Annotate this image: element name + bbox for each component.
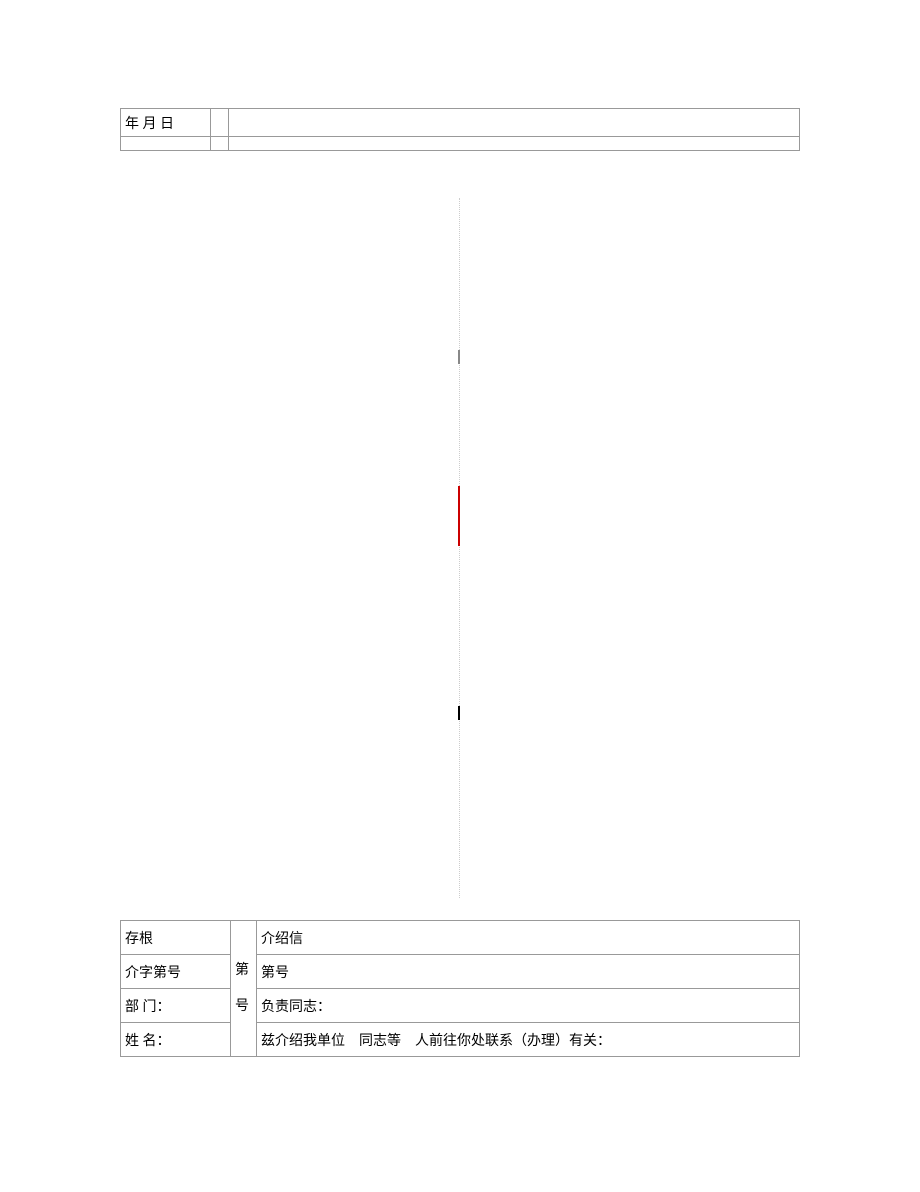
empty-cell xyxy=(121,137,211,151)
tick-mark-gray xyxy=(458,350,460,364)
table-row xyxy=(121,137,800,151)
table-row: 介字第号 第号 xyxy=(121,955,800,989)
introduction-letter-table: 存根 第 号 介绍信 介字第号 第号 部 门： 负责同志： 姓 名： 兹介绍我单… xyxy=(120,920,800,1057)
top-date-table: 年 月 日 xyxy=(120,108,800,151)
name-label: 姓 名： xyxy=(121,1023,231,1057)
responsible-label: 负责同志： xyxy=(257,989,800,1023)
content-cell xyxy=(229,137,800,151)
table-row: 存根 第 号 介绍信 xyxy=(121,921,800,955)
spacer-cell xyxy=(211,137,229,151)
table-row: 年 月 日 xyxy=(121,109,800,137)
table-row: 姓 名： 兹介绍我单位 同志等 人前往你处联系（办理）有关： xyxy=(121,1023,800,1057)
letter-title: 介绍信 xyxy=(257,921,800,955)
serial-label: 介字第号 xyxy=(121,955,231,989)
tick-mark-black xyxy=(458,706,460,720)
table-row: 部 门： 负责同志： xyxy=(121,989,800,1023)
introduction-text: 兹介绍我单位 同志等 人前往你处联系（办理）有关： xyxy=(257,1023,800,1057)
department-label: 部 门： xyxy=(121,989,231,1023)
date-cell: 年 月 日 xyxy=(121,109,211,137)
binding-text-2: 号 xyxy=(235,999,249,1014)
binding-text-1: 第 xyxy=(235,963,249,978)
spacer-cell xyxy=(211,109,229,137)
content-cell xyxy=(229,109,800,137)
vertical-divider xyxy=(459,198,460,898)
binding-column: 第 号 xyxy=(231,921,257,1057)
tick-mark-red xyxy=(458,486,460,546)
serial-value: 第号 xyxy=(257,955,800,989)
stub-label: 存根 xyxy=(121,921,231,955)
